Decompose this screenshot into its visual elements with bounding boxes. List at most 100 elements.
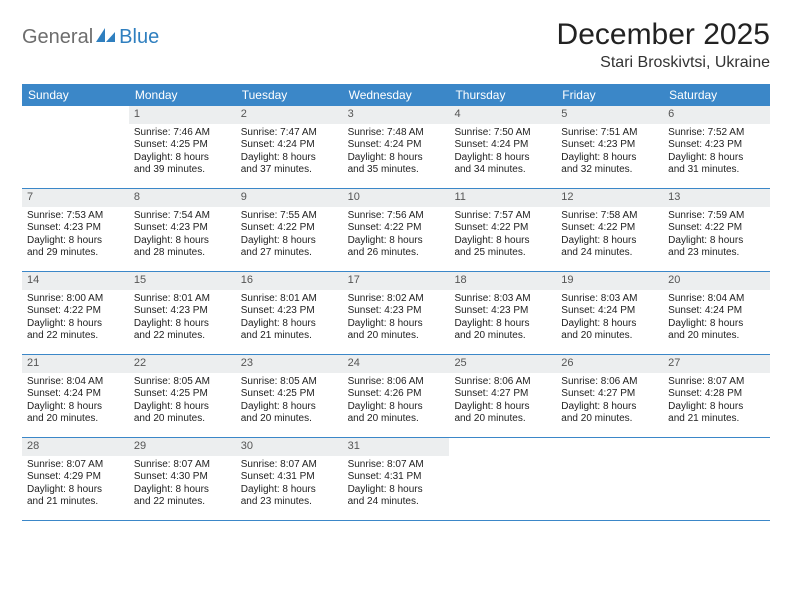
day-details: Sunrise: 7:59 AMSunset: 4:22 PMDaylight:… <box>663 207 770 266</box>
day-details: Sunrise: 8:05 AMSunset: 4:25 PMDaylight:… <box>236 373 343 432</box>
day-cell: 1Sunrise: 7:46 AMSunset: 4:25 PMDaylight… <box>129 106 236 188</box>
day-cell: 12Sunrise: 7:58 AMSunset: 4:22 PMDayligh… <box>556 189 663 271</box>
sunrise-text: Sunrise: 7:58 AM <box>561 210 658 223</box>
day-number: 7 <box>22 189 129 207</box>
sunrise-text: Sunrise: 7:54 AM <box>134 210 231 223</box>
day-cell: 6Sunrise: 7:52 AMSunset: 4:23 PMDaylight… <box>663 106 770 188</box>
sunset-text: Sunset: 4:22 PM <box>561 222 658 235</box>
weekday-header-cell: Tuesday <box>236 84 343 106</box>
sunset-text: Sunset: 4:22 PM <box>27 305 124 318</box>
day-cell: 17Sunrise: 8:02 AMSunset: 4:23 PMDayligh… <box>343 272 450 354</box>
day-details: Sunrise: 7:54 AMSunset: 4:23 PMDaylight:… <box>129 207 236 266</box>
day-number: 8 <box>129 189 236 207</box>
empty-day-cell <box>556 438 663 520</box>
daylight-text-2: and 20 minutes. <box>27 413 124 426</box>
sunset-text: Sunset: 4:30 PM <box>134 471 231 484</box>
day-number: 13 <box>663 189 770 207</box>
daylight-text-2: and 22 minutes. <box>134 330 231 343</box>
day-number: 25 <box>449 355 556 373</box>
day-number: 29 <box>129 438 236 456</box>
daylight-text-1: Daylight: 8 hours <box>241 318 338 331</box>
sunrise-text: Sunrise: 7:55 AM <box>241 210 338 223</box>
sunset-text: Sunset: 4:23 PM <box>134 222 231 235</box>
day-details: Sunrise: 8:06 AMSunset: 4:27 PMDaylight:… <box>556 373 663 432</box>
daylight-text-1: Daylight: 8 hours <box>134 152 231 165</box>
day-number: 21 <box>22 355 129 373</box>
day-details: Sunrise: 8:02 AMSunset: 4:23 PMDaylight:… <box>343 290 450 349</box>
day-cell: 28Sunrise: 8:07 AMSunset: 4:29 PMDayligh… <box>22 438 129 520</box>
day-details: Sunrise: 7:48 AMSunset: 4:24 PMDaylight:… <box>343 124 450 183</box>
day-details: Sunrise: 7:50 AMSunset: 4:24 PMDaylight:… <box>449 124 556 183</box>
sunrise-text: Sunrise: 8:06 AM <box>454 376 551 389</box>
day-number: 30 <box>236 438 343 456</box>
day-cell: 11Sunrise: 7:57 AMSunset: 4:22 PMDayligh… <box>449 189 556 271</box>
sunset-text: Sunset: 4:25 PM <box>134 388 231 401</box>
empty-day-cell <box>22 106 129 188</box>
weekday-header-row: SundayMondayTuesdayWednesdayThursdayFrid… <box>22 84 770 106</box>
sunset-text: Sunset: 4:25 PM <box>241 388 338 401</box>
daylight-text-2: and 34 minutes. <box>454 164 551 177</box>
day-details: Sunrise: 7:58 AMSunset: 4:22 PMDaylight:… <box>556 207 663 266</box>
day-number: 24 <box>343 355 450 373</box>
day-details: Sunrise: 8:01 AMSunset: 4:23 PMDaylight:… <box>129 290 236 349</box>
sunrise-text: Sunrise: 8:01 AM <box>241 293 338 306</box>
sunrise-text: Sunrise: 7:53 AM <box>27 210 124 223</box>
daylight-text-1: Daylight: 8 hours <box>561 152 658 165</box>
day-number <box>449 438 556 456</box>
sunrise-text: Sunrise: 8:04 AM <box>27 376 124 389</box>
daylight-text-2: and 27 minutes. <box>241 247 338 260</box>
daylight-text-1: Daylight: 8 hours <box>348 152 445 165</box>
sunset-text: Sunset: 4:26 PM <box>348 388 445 401</box>
sunset-text: Sunset: 4:27 PM <box>561 388 658 401</box>
empty-day-cell <box>663 438 770 520</box>
sunrise-text: Sunrise: 8:07 AM <box>134 459 231 472</box>
sunrise-text: Sunrise: 7:57 AM <box>454 210 551 223</box>
daylight-text-2: and 39 minutes. <box>134 164 231 177</box>
sunset-text: Sunset: 4:25 PM <box>134 139 231 152</box>
empty-day-cell <box>449 438 556 520</box>
month-title: December 2025 <box>557 18 770 52</box>
daylight-text-1: Daylight: 8 hours <box>561 235 658 248</box>
day-details: Sunrise: 7:53 AMSunset: 4:23 PMDaylight:… <box>22 207 129 266</box>
day-cell: 4Sunrise: 7:50 AMSunset: 4:24 PMDaylight… <box>449 106 556 188</box>
sunrise-text: Sunrise: 7:47 AM <box>241 127 338 140</box>
day-number: 27 <box>663 355 770 373</box>
daylight-text-2: and 20 minutes. <box>134 413 231 426</box>
day-cell: 20Sunrise: 8:04 AMSunset: 4:24 PMDayligh… <box>663 272 770 354</box>
day-cell: 5Sunrise: 7:51 AMSunset: 4:23 PMDaylight… <box>556 106 663 188</box>
daylight-text-1: Daylight: 8 hours <box>561 401 658 414</box>
sunset-text: Sunset: 4:22 PM <box>241 222 338 235</box>
day-number: 26 <box>556 355 663 373</box>
sunset-text: Sunset: 4:23 PM <box>561 139 658 152</box>
day-cell: 27Sunrise: 8:07 AMSunset: 4:28 PMDayligh… <box>663 355 770 437</box>
daylight-text-1: Daylight: 8 hours <box>454 318 551 331</box>
day-number <box>663 438 770 456</box>
day-number: 14 <box>22 272 129 290</box>
sunset-text: Sunset: 4:24 PM <box>241 139 338 152</box>
sunset-text: Sunset: 4:28 PM <box>668 388 765 401</box>
sunrise-text: Sunrise: 8:04 AM <box>668 293 765 306</box>
daylight-text-1: Daylight: 8 hours <box>134 318 231 331</box>
sunrise-text: Sunrise: 7:56 AM <box>348 210 445 223</box>
day-number: 28 <box>22 438 129 456</box>
sunrise-text: Sunrise: 8:07 AM <box>348 459 445 472</box>
day-details: Sunrise: 8:04 AMSunset: 4:24 PMDaylight:… <box>663 290 770 349</box>
sunrise-text: Sunrise: 8:01 AM <box>134 293 231 306</box>
day-number: 3 <box>343 106 450 124</box>
header: General Blue December 2025 Stari Broskiv… <box>22 18 770 72</box>
daylight-text-1: Daylight: 8 hours <box>241 152 338 165</box>
sunset-text: Sunset: 4:23 PM <box>454 305 551 318</box>
day-details: Sunrise: 8:05 AMSunset: 4:25 PMDaylight:… <box>129 373 236 432</box>
sunrise-text: Sunrise: 8:06 AM <box>348 376 445 389</box>
daylight-text-2: and 26 minutes. <box>348 247 445 260</box>
sunset-text: Sunset: 4:31 PM <box>348 471 445 484</box>
daylight-text-1: Daylight: 8 hours <box>134 401 231 414</box>
day-cell: 26Sunrise: 8:06 AMSunset: 4:27 PMDayligh… <box>556 355 663 437</box>
daylight-text-2: and 20 minutes. <box>454 330 551 343</box>
sunset-text: Sunset: 4:24 PM <box>348 139 445 152</box>
daylight-text-2: and 24 minutes. <box>561 247 658 260</box>
daylight-text-1: Daylight: 8 hours <box>348 235 445 248</box>
sunset-text: Sunset: 4:23 PM <box>348 305 445 318</box>
day-cell: 23Sunrise: 8:05 AMSunset: 4:25 PMDayligh… <box>236 355 343 437</box>
sunrise-text: Sunrise: 7:51 AM <box>561 127 658 140</box>
